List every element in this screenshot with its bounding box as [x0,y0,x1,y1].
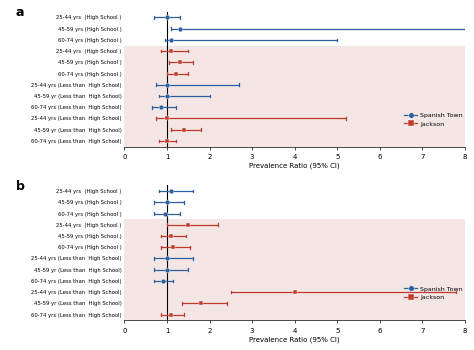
Bar [125,219,465,320]
Text: b: b [16,180,25,193]
Legend: Spanish Town, Jackson: Spanish Town, Jackson [402,110,465,129]
X-axis label: Prevalence Ratio (95% CI): Prevalence Ratio (95% CI) [249,337,340,343]
X-axis label: Prevalence Ratio (95% CI): Prevalence Ratio (95% CI) [249,163,340,169]
Legend: Spanish Town, Jackson: Spanish Town, Jackson [402,284,465,303]
Text: a: a [16,6,24,20]
Bar [125,46,465,147]
